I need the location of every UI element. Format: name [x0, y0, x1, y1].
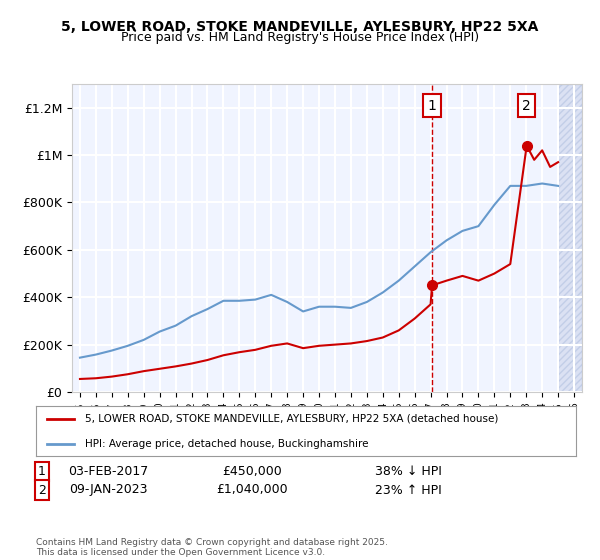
Text: 2: 2 — [523, 99, 531, 113]
Bar — [558, 84, 582, 392]
Text: HPI: Average price, detached house, Buckinghamshire: HPI: Average price, detached house, Buck… — [85, 439, 368, 449]
Text: 09-JAN-2023: 09-JAN-2023 — [69, 483, 147, 497]
Text: 1: 1 — [38, 465, 46, 478]
Text: 03-FEB-2017: 03-FEB-2017 — [68, 465, 148, 478]
Text: 2: 2 — [38, 483, 46, 497]
Text: 38% ↓ HPI: 38% ↓ HPI — [374, 465, 442, 478]
Text: 5, LOWER ROAD, STOKE MANDEVILLE, AYLESBURY, HP22 5XA: 5, LOWER ROAD, STOKE MANDEVILLE, AYLESBU… — [61, 20, 539, 34]
Text: 1: 1 — [428, 99, 436, 113]
Text: Price paid vs. HM Land Registry's House Price Index (HPI): Price paid vs. HM Land Registry's House … — [121, 31, 479, 44]
Text: Contains HM Land Registry data © Crown copyright and database right 2025.
This d: Contains HM Land Registry data © Crown c… — [36, 538, 388, 557]
Text: £1,040,000: £1,040,000 — [216, 483, 288, 497]
Text: 23% ↑ HPI: 23% ↑ HPI — [374, 483, 442, 497]
Text: £450,000: £450,000 — [222, 465, 282, 478]
Text: 5, LOWER ROAD, STOKE MANDEVILLE, AYLESBURY, HP22 5XA (detached house): 5, LOWER ROAD, STOKE MANDEVILLE, AYLESBU… — [85, 414, 498, 423]
